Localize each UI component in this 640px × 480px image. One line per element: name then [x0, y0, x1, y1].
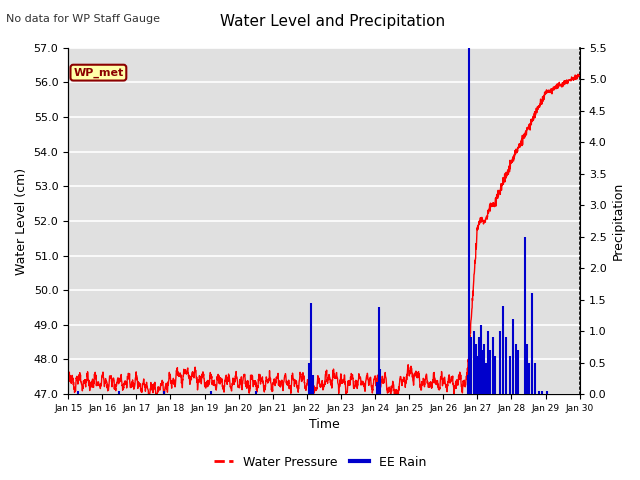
Y-axis label: Water Level (cm): Water Level (cm): [15, 168, 28, 275]
Text: No data for WP Staff Gauge: No data for WP Staff Gauge: [6, 14, 161, 24]
Text: Water Level and Precipitation: Water Level and Precipitation: [220, 14, 445, 29]
Text: WP_met: WP_met: [73, 68, 124, 78]
X-axis label: Time: Time: [308, 419, 339, 432]
Y-axis label: Precipitation: Precipitation: [612, 182, 625, 260]
Legend: Water Pressure, EE Rain: Water Pressure, EE Rain: [209, 451, 431, 474]
